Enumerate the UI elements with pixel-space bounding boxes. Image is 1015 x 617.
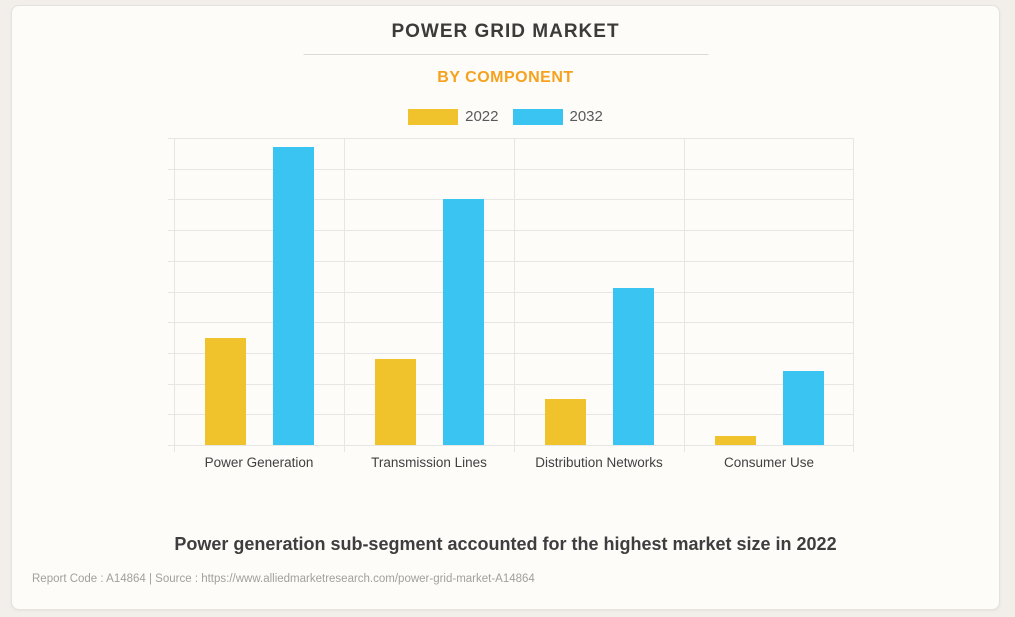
report-footer: Report Code : A14864 | Source : https://… (32, 573, 535, 585)
plot-area (168, 138, 854, 452)
bar-2022-transmission-lines (374, 359, 416, 445)
bar-2032-distribution-networks (612, 288, 654, 445)
x-label-transmission-lines: Transmission Lines (371, 455, 487, 470)
bar-2022-distribution-networks (544, 398, 586, 445)
legend-swatch-2022 (408, 108, 459, 125)
h-gridline (168, 230, 854, 232)
bar-2032-power-generation (272, 147, 314, 445)
x-axis-labels: Power Generation Transmission Lines Dist… (174, 455, 854, 470)
h-gridline (168, 322, 854, 324)
chart-legend: 2022 2032 (12, 108, 999, 125)
chart-subtitle: BY COMPONENT (437, 69, 574, 86)
legend-label-2032: 2032 (569, 108, 603, 125)
legend-item-2022: 2022 (408, 108, 499, 125)
bar-2032-transmission-lines (442, 199, 484, 445)
h-gridline (168, 291, 854, 293)
h-gridline (168, 199, 854, 201)
v-gridline (174, 138, 175, 452)
h-gridline (168, 445, 854, 446)
legend-label-2022: 2022 (465, 108, 499, 125)
v-gridline (514, 138, 515, 452)
x-label-consumer-use: Consumer Use (723, 455, 815, 470)
v-gridline (344, 138, 345, 452)
title-divider (303, 54, 708, 55)
bar-2022-power-generation (204, 337, 246, 445)
x-label-distribution-networks: Distribution Networks (535, 455, 663, 470)
v-gridline (684, 138, 685, 452)
h-gridline (168, 138, 854, 139)
bar-2022-consumer-use (714, 435, 756, 445)
bar-2032-consumer-use (782, 371, 824, 445)
chart-title: POWER GRID MARKET (391, 21, 620, 42)
h-gridline (168, 260, 854, 262)
h-gridline (168, 168, 854, 170)
h-gridline (168, 352, 854, 354)
legend-item-2032: 2032 (512, 108, 603, 125)
x-label-power-generation: Power Generation (204, 455, 314, 470)
report-card: POWER GRID MARKET BY COMPONENT 2022 2032… (11, 5, 1000, 610)
h-gridline (168, 414, 854, 416)
chart-caption: Power generation sub-segment accounted f… (174, 534, 837, 554)
v-gridline (853, 138, 854, 452)
legend-swatch-2032 (512, 108, 563, 125)
h-gridline (168, 383, 854, 385)
